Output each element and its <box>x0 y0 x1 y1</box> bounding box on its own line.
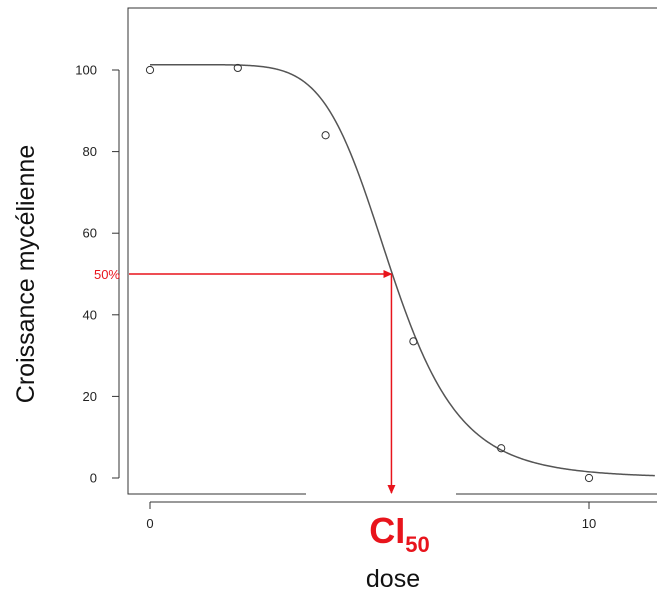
x-tick-label: 0 <box>146 516 153 531</box>
plot-frame <box>127 7 657 495</box>
y-tick-label: 80 <box>83 144 97 159</box>
y-tick-label: 0 <box>90 471 97 486</box>
y-tick-label: 20 <box>83 389 97 404</box>
x-axis-label: dose <box>366 565 420 593</box>
ic50-main: CI <box>369 510 405 551</box>
x-tick-label: 10 <box>582 516 596 531</box>
ic50-guides <box>129 270 396 494</box>
y-tick-label: 40 <box>83 307 97 322</box>
ic50-subscript: 50 <box>405 532 429 557</box>
data-point <box>321 131 330 140</box>
y-tick-label: 60 <box>83 226 97 241</box>
data-points <box>145 63 594 483</box>
fitted-curve <box>150 63 655 477</box>
data-point <box>233 63 242 73</box>
ic50-label: CI50 <box>369 510 429 557</box>
data-point <box>145 65 155 75</box>
y-axis-label: Croissance mycélienne <box>12 145 40 403</box>
x-axis: 0 10 <box>146 501 657 531</box>
y-tick-label: 100 <box>75 63 97 78</box>
y-axis: 0 20 40 60 80 100 <box>75 63 120 486</box>
data-point <box>409 337 418 346</box>
data-point <box>584 473 594 483</box>
frame-gap <box>306 490 456 498</box>
data-point <box>497 444 506 453</box>
half-response-label: 50% <box>94 267 120 282</box>
